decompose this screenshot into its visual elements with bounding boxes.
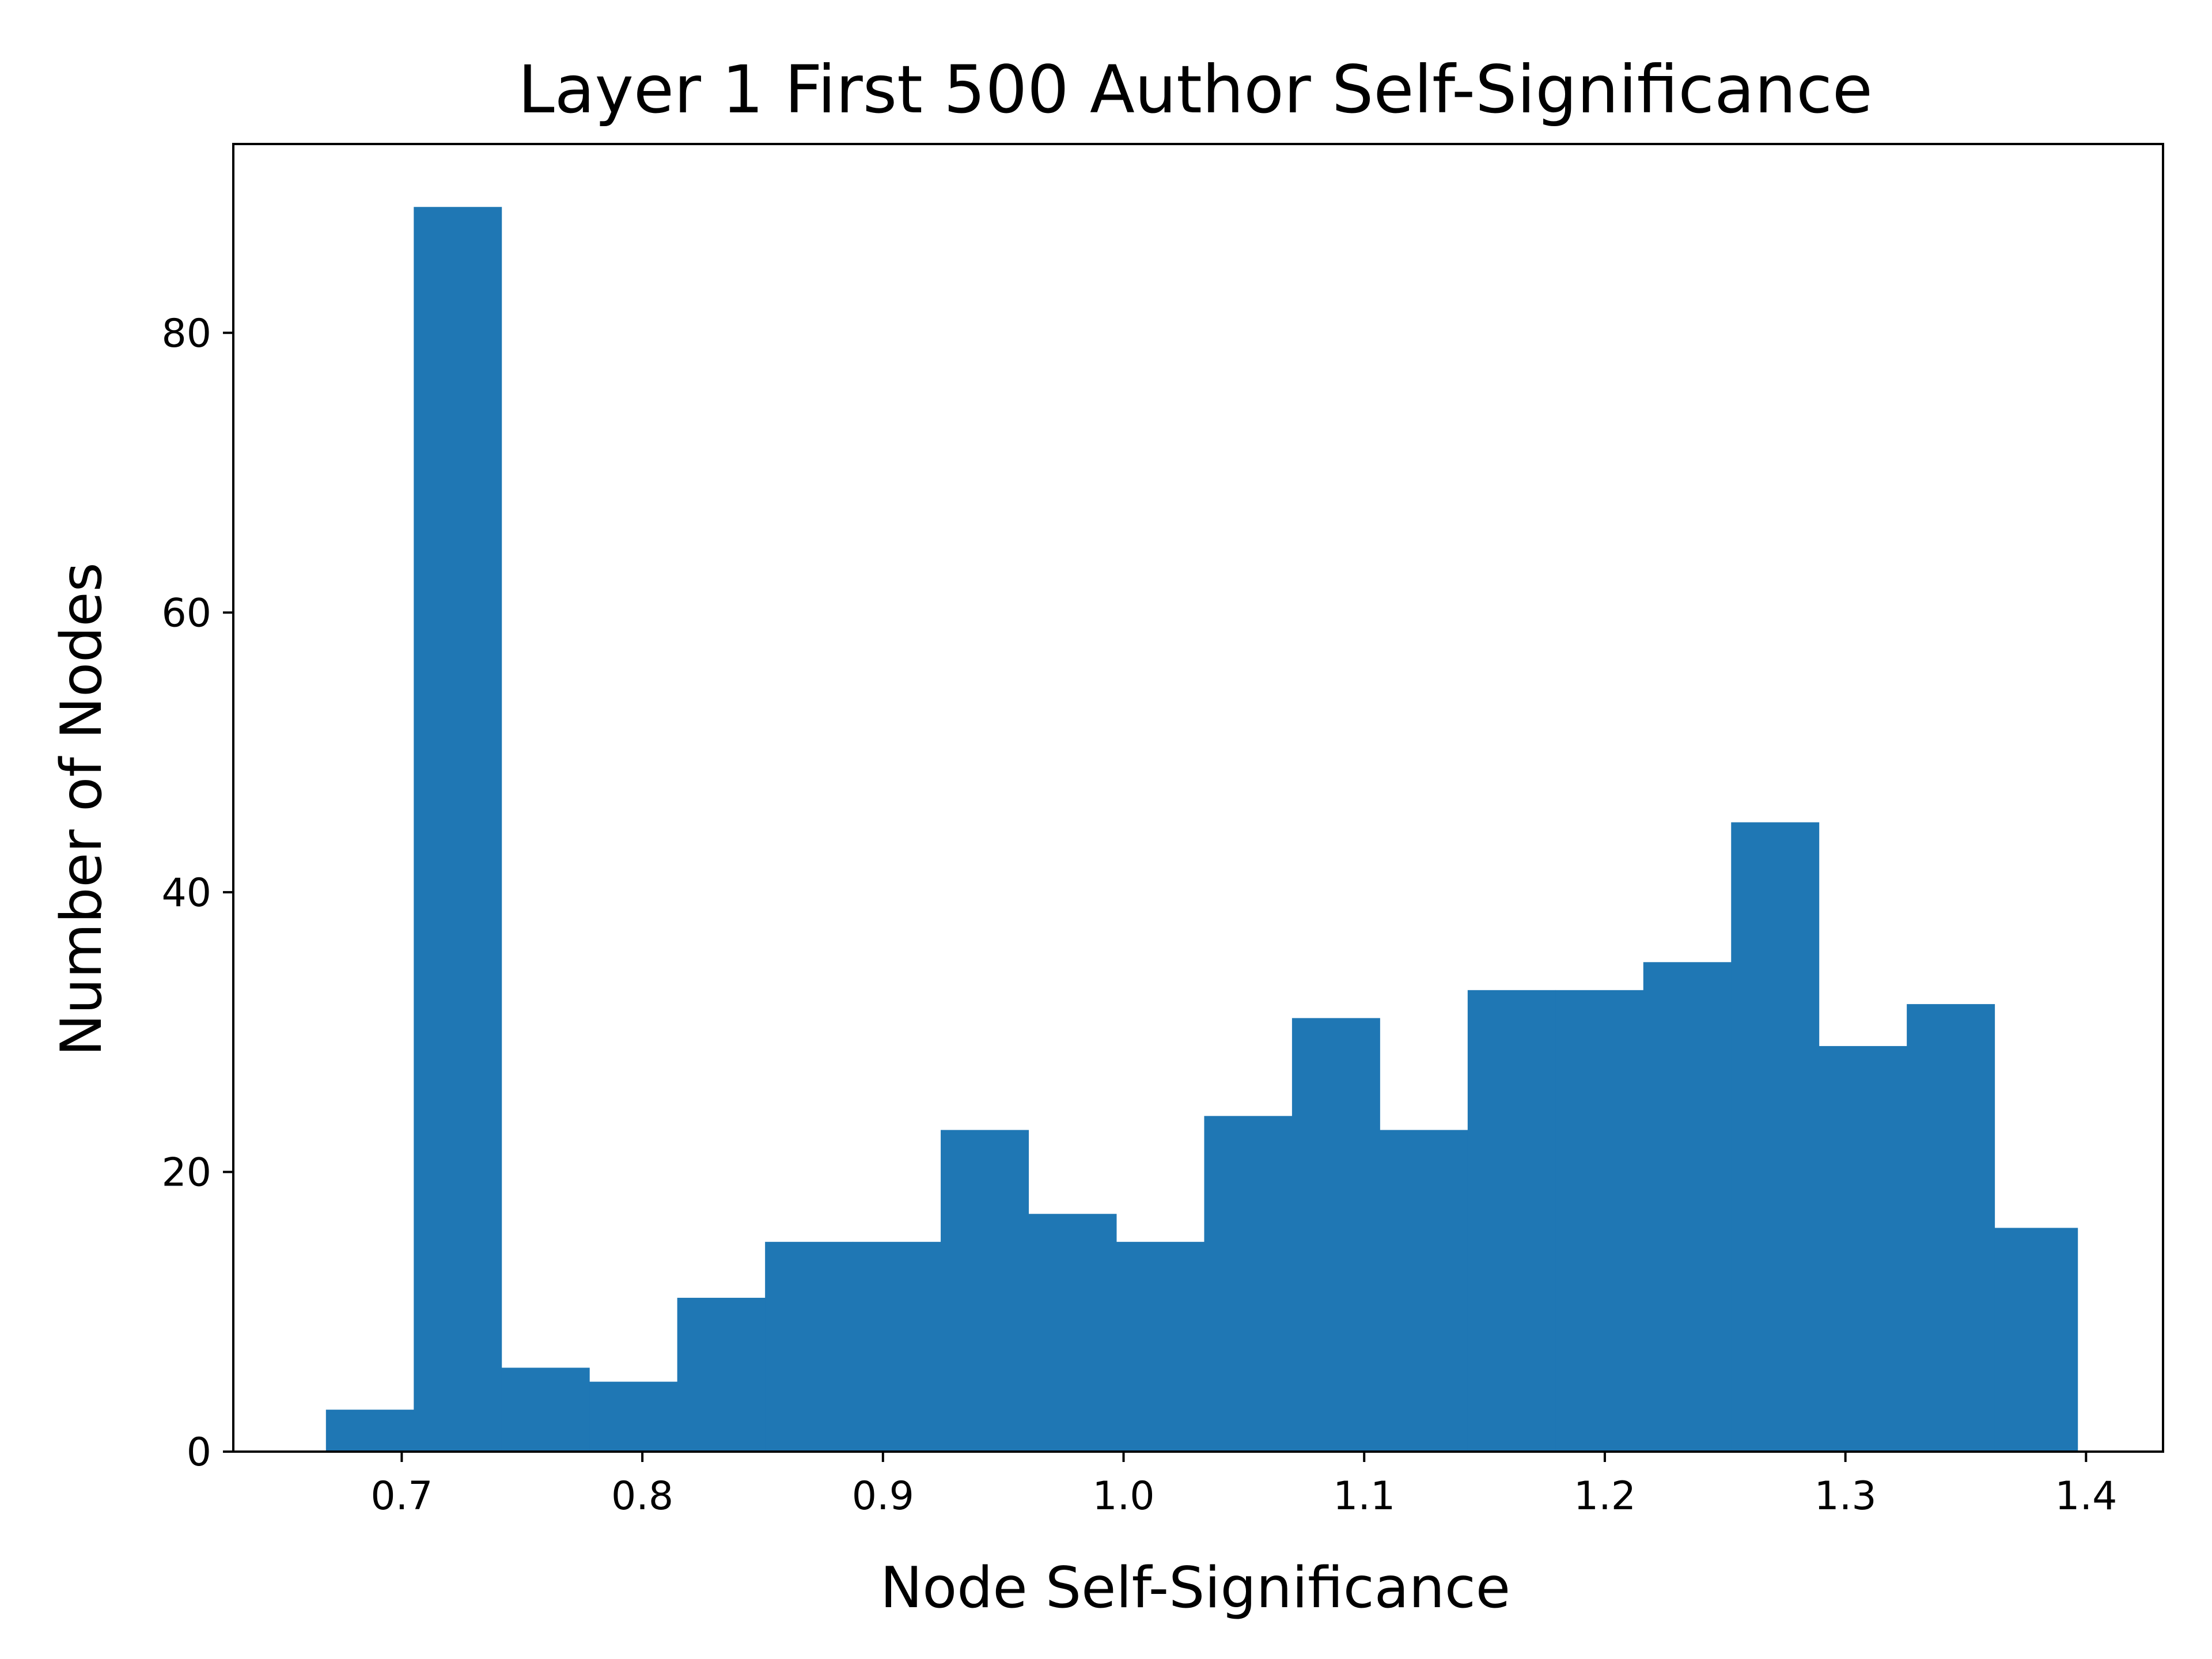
bars-group [325, 207, 2078, 1452]
histogram-bar [1380, 1130, 1468, 1452]
histogram-bar [1819, 1046, 1907, 1452]
histogram-bar [1643, 962, 1732, 1452]
y-axis-ticks: 0 20 40 60 80 [161, 311, 233, 1475]
histogram-bar [1116, 1241, 1205, 1452]
histogram-bar [325, 1410, 414, 1452]
x-tick-label: 0.8 [611, 1474, 673, 1519]
x-tick-label: 0.7 [370, 1474, 433, 1519]
y-tick-label: 20 [161, 1150, 211, 1195]
histogram-bar [1994, 1228, 2078, 1452]
histogram-bar [1467, 990, 1556, 1452]
x-tick-label: 1.0 [1092, 1474, 1154, 1519]
histogram-bar [589, 1381, 678, 1452]
histogram-bar [1291, 1018, 1380, 1452]
histogram-bar [853, 1241, 941, 1452]
x-axis-label: Node Self-Significance [880, 1555, 1510, 1621]
histogram-bar [501, 1368, 590, 1452]
histogram-bar [1731, 822, 1820, 1452]
plot-frame [232, 143, 2164, 1453]
histogram-bar [1907, 1004, 1995, 1452]
histogram-bar [1555, 990, 1644, 1452]
chart-title: Layer 1 First 500 Author Self-Significan… [518, 51, 1873, 128]
x-tick-label: 0.9 [852, 1474, 914, 1519]
histogram-bar [414, 207, 502, 1452]
x-tick-label: 1.1 [1333, 1474, 1395, 1519]
histogram-bar [1028, 1214, 1117, 1452]
histogram-bar [1204, 1116, 1293, 1452]
histogram-bar [677, 1297, 766, 1452]
x-tick-label: 1.3 [1815, 1474, 1877, 1519]
y-axis-label: Number of Nodes [49, 562, 115, 1056]
y-tick-label: 40 [161, 870, 211, 916]
y-tick-label: 80 [161, 311, 211, 357]
x-tick-label: 1.4 [2055, 1474, 2117, 1519]
y-tick-label: 0 [187, 1430, 211, 1475]
histogram-bar [765, 1241, 854, 1452]
x-axis-ticks: 0.7 0.8 0.9 1.0 1.1 1.2 1.3 1.4 [370, 1452, 2117, 1519]
histogram-bar [941, 1130, 1029, 1452]
x-tick-label: 1.2 [1574, 1474, 1636, 1519]
y-tick-label: 60 [161, 590, 211, 636]
